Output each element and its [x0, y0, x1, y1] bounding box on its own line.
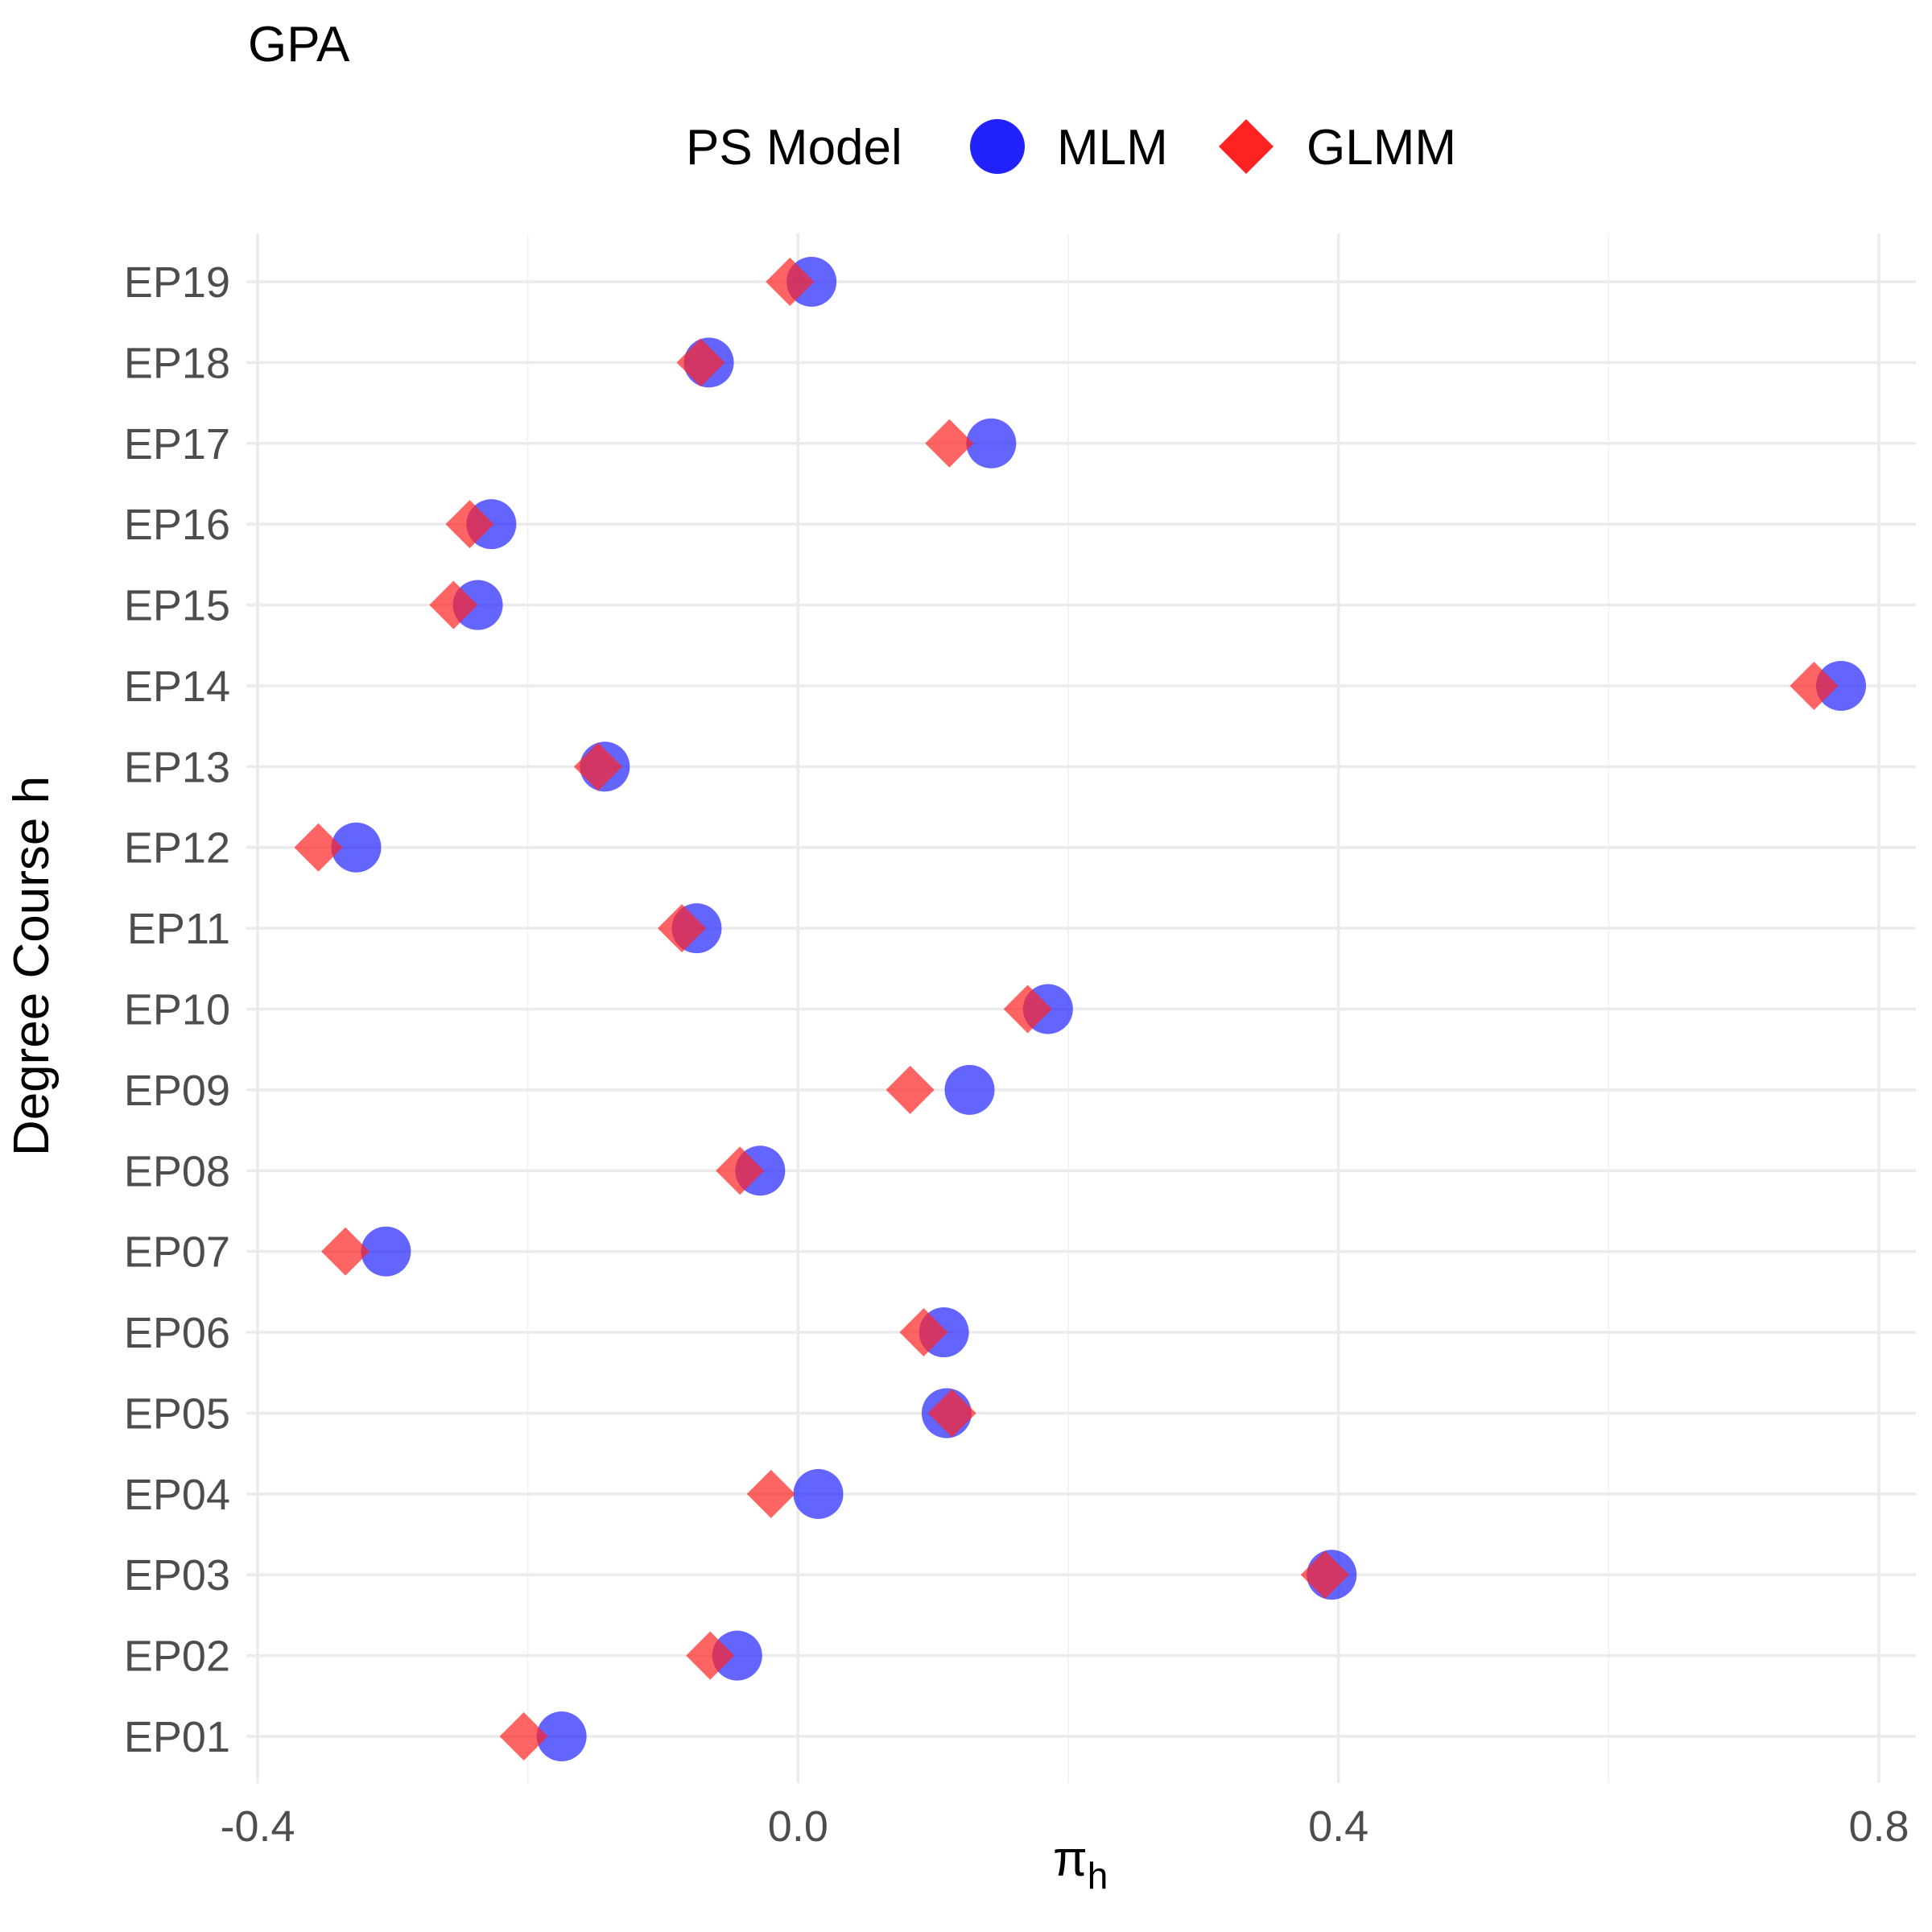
y-tick-label: EP14: [124, 663, 230, 711]
glmm-point: [321, 1227, 370, 1276]
mlm-point: [944, 1064, 995, 1115]
y-axis-title: Degree Course h: [4, 776, 60, 1156]
legend-mlm-circle-icon: [970, 119, 1025, 174]
legend: PS Model MLM GLMM: [686, 119, 1456, 175]
glmm-point: [1003, 985, 1052, 1034]
mlm-point: [966, 418, 1017, 469]
glmm-point: [573, 742, 622, 791]
y-tick-label: EP17: [124, 420, 230, 469]
glmm-point: [294, 823, 343, 872]
series-glmm: [294, 258, 1839, 1761]
legend-label-glmm: GLMM: [1307, 120, 1456, 175]
glmm-point: [676, 338, 725, 387]
glmm-point: [1300, 1550, 1349, 1600]
x-axis-title-main: π: [1053, 1831, 1088, 1887]
y-tick-label: EP01: [124, 1713, 230, 1761]
y-tick-label: EP06: [124, 1309, 230, 1357]
y-tick-label: EP19: [124, 258, 230, 307]
mlm-point: [331, 822, 382, 873]
x-tick-label: -0.4: [220, 1802, 295, 1851]
y-tick-label: EP03: [124, 1551, 230, 1600]
y-tick-label: EP13: [124, 743, 230, 791]
mlm-point: [1816, 660, 1867, 711]
glmm-point: [716, 1146, 765, 1195]
mlm-point: [793, 1468, 844, 1519]
gridlines: [246, 233, 1916, 1783]
x-axis-title-subscript: h: [1088, 1855, 1108, 1897]
y-tick-label: EP12: [124, 824, 230, 873]
glmm-point: [927, 1389, 976, 1438]
y-tick-label: EP08: [124, 1147, 230, 1195]
mlm-point: [361, 1226, 411, 1277]
y-tick-label: EP04: [124, 1471, 230, 1519]
glmm-point: [429, 580, 478, 630]
mlm-point: [452, 580, 503, 630]
glmm-point: [746, 1469, 795, 1518]
x-tick-label: 0.0: [768, 1802, 828, 1851]
x-tick-label: 0.8: [1848, 1802, 1909, 1851]
y-tick-label: EP18: [124, 339, 230, 387]
mlm-point: [536, 1711, 587, 1761]
y-tick-label: EP16: [124, 501, 230, 549]
y-tick-label: EP09: [124, 1067, 230, 1115]
glmm-point: [657, 904, 706, 953]
glmm-point: [686, 1631, 735, 1680]
chart-title: GPA: [248, 17, 350, 72]
legend-glmm-diamond-icon: [1219, 119, 1274, 174]
y-tick-label: EP05: [124, 1389, 230, 1438]
y-tick-label: EP11: [127, 905, 230, 953]
x-axis-title: πh: [1053, 1831, 1108, 1897]
legend-label-mlm: MLM: [1057, 120, 1168, 175]
mlm-point: [712, 1630, 762, 1681]
glmm-point: [925, 419, 974, 468]
y-tick-label: EP02: [124, 1633, 230, 1681]
y-tick-label: EP10: [124, 986, 230, 1034]
x-tick-labels: -0.4 0.0 0.4 0.8: [220, 1802, 1909, 1851]
x-tick-label: 0.4: [1308, 1802, 1368, 1851]
glmm-point: [886, 1065, 935, 1114]
glmm-point: [766, 258, 815, 306]
glmm-point: [499, 1712, 548, 1761]
glmm-point: [1790, 661, 1839, 710]
glmm-point: [899, 1308, 948, 1357]
glmm-point: [445, 500, 494, 549]
y-tick-labels: EP01 EP02 EP03 EP04 EP05 EP06 EP07 EP08 EP09 EP10…: [124, 258, 230, 1761]
y-tick-label: EP15: [124, 582, 230, 630]
legend-title: PS Model: [686, 120, 902, 175]
y-tick-label: EP07: [124, 1228, 230, 1277]
